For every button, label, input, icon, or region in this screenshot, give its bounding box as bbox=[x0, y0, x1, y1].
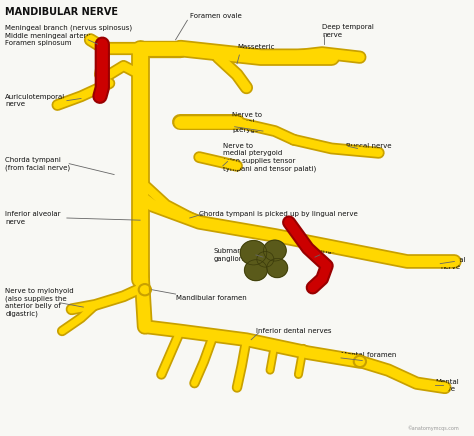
Text: Inferior alveolar
nerve: Inferior alveolar nerve bbox=[5, 211, 61, 225]
Text: Deep temporal
nerve: Deep temporal nerve bbox=[322, 24, 374, 38]
Text: Meningeal branch (nervus spinosus)
Middle meningeal artery
Foramen spinosum: Meningeal branch (nervus spinosus) Middl… bbox=[5, 25, 133, 46]
Text: Chorda tympani
(from facial nerve): Chorda tympani (from facial nerve) bbox=[5, 157, 71, 170]
Text: Mental
nerve: Mental nerve bbox=[436, 379, 459, 392]
Text: Nerve to mylohyoid
(also supplies the
anterior belly of
digastric): Nerve to mylohyoid (also supplies the an… bbox=[5, 288, 74, 317]
Circle shape bbox=[257, 252, 274, 267]
Text: Lingual
nerve: Lingual nerve bbox=[440, 257, 466, 270]
Text: Auriculotemporal
nerve: Auriculotemporal nerve bbox=[5, 94, 66, 107]
Text: Lingual artery: Lingual artery bbox=[318, 248, 366, 254]
Text: ©anatomymcqs.com: ©anatomymcqs.com bbox=[407, 426, 459, 431]
Text: Chorda tympani is picked up by lingual nerve: Chorda tympani is picked up by lingual n… bbox=[199, 211, 358, 217]
Text: Nerve to
medial pterygoid
(also supplies tensor
tympani and tensor palati): Nerve to medial pterygoid (also supplies… bbox=[223, 143, 316, 171]
Circle shape bbox=[245, 260, 267, 281]
Text: Foramen ovale: Foramen ovale bbox=[190, 13, 241, 19]
Circle shape bbox=[264, 240, 286, 261]
Circle shape bbox=[240, 241, 267, 265]
Text: Masseteric
branch: Masseteric branch bbox=[237, 44, 274, 57]
Text: Submandibular
ganglion: Submandibular ganglion bbox=[213, 249, 266, 262]
Circle shape bbox=[267, 259, 288, 278]
Text: Mandibular foramen: Mandibular foramen bbox=[175, 296, 246, 301]
Text: MANDIBULAR NERVE: MANDIBULAR NERVE bbox=[5, 7, 118, 17]
Text: Buccal nerve: Buccal nerve bbox=[346, 143, 391, 149]
Text: Mental foramen: Mental foramen bbox=[341, 352, 396, 358]
Text: Nerve to
lateral
pterygoid: Nerve to lateral pterygoid bbox=[232, 112, 265, 133]
Text: Inferior dental nerves: Inferior dental nerves bbox=[256, 328, 331, 334]
